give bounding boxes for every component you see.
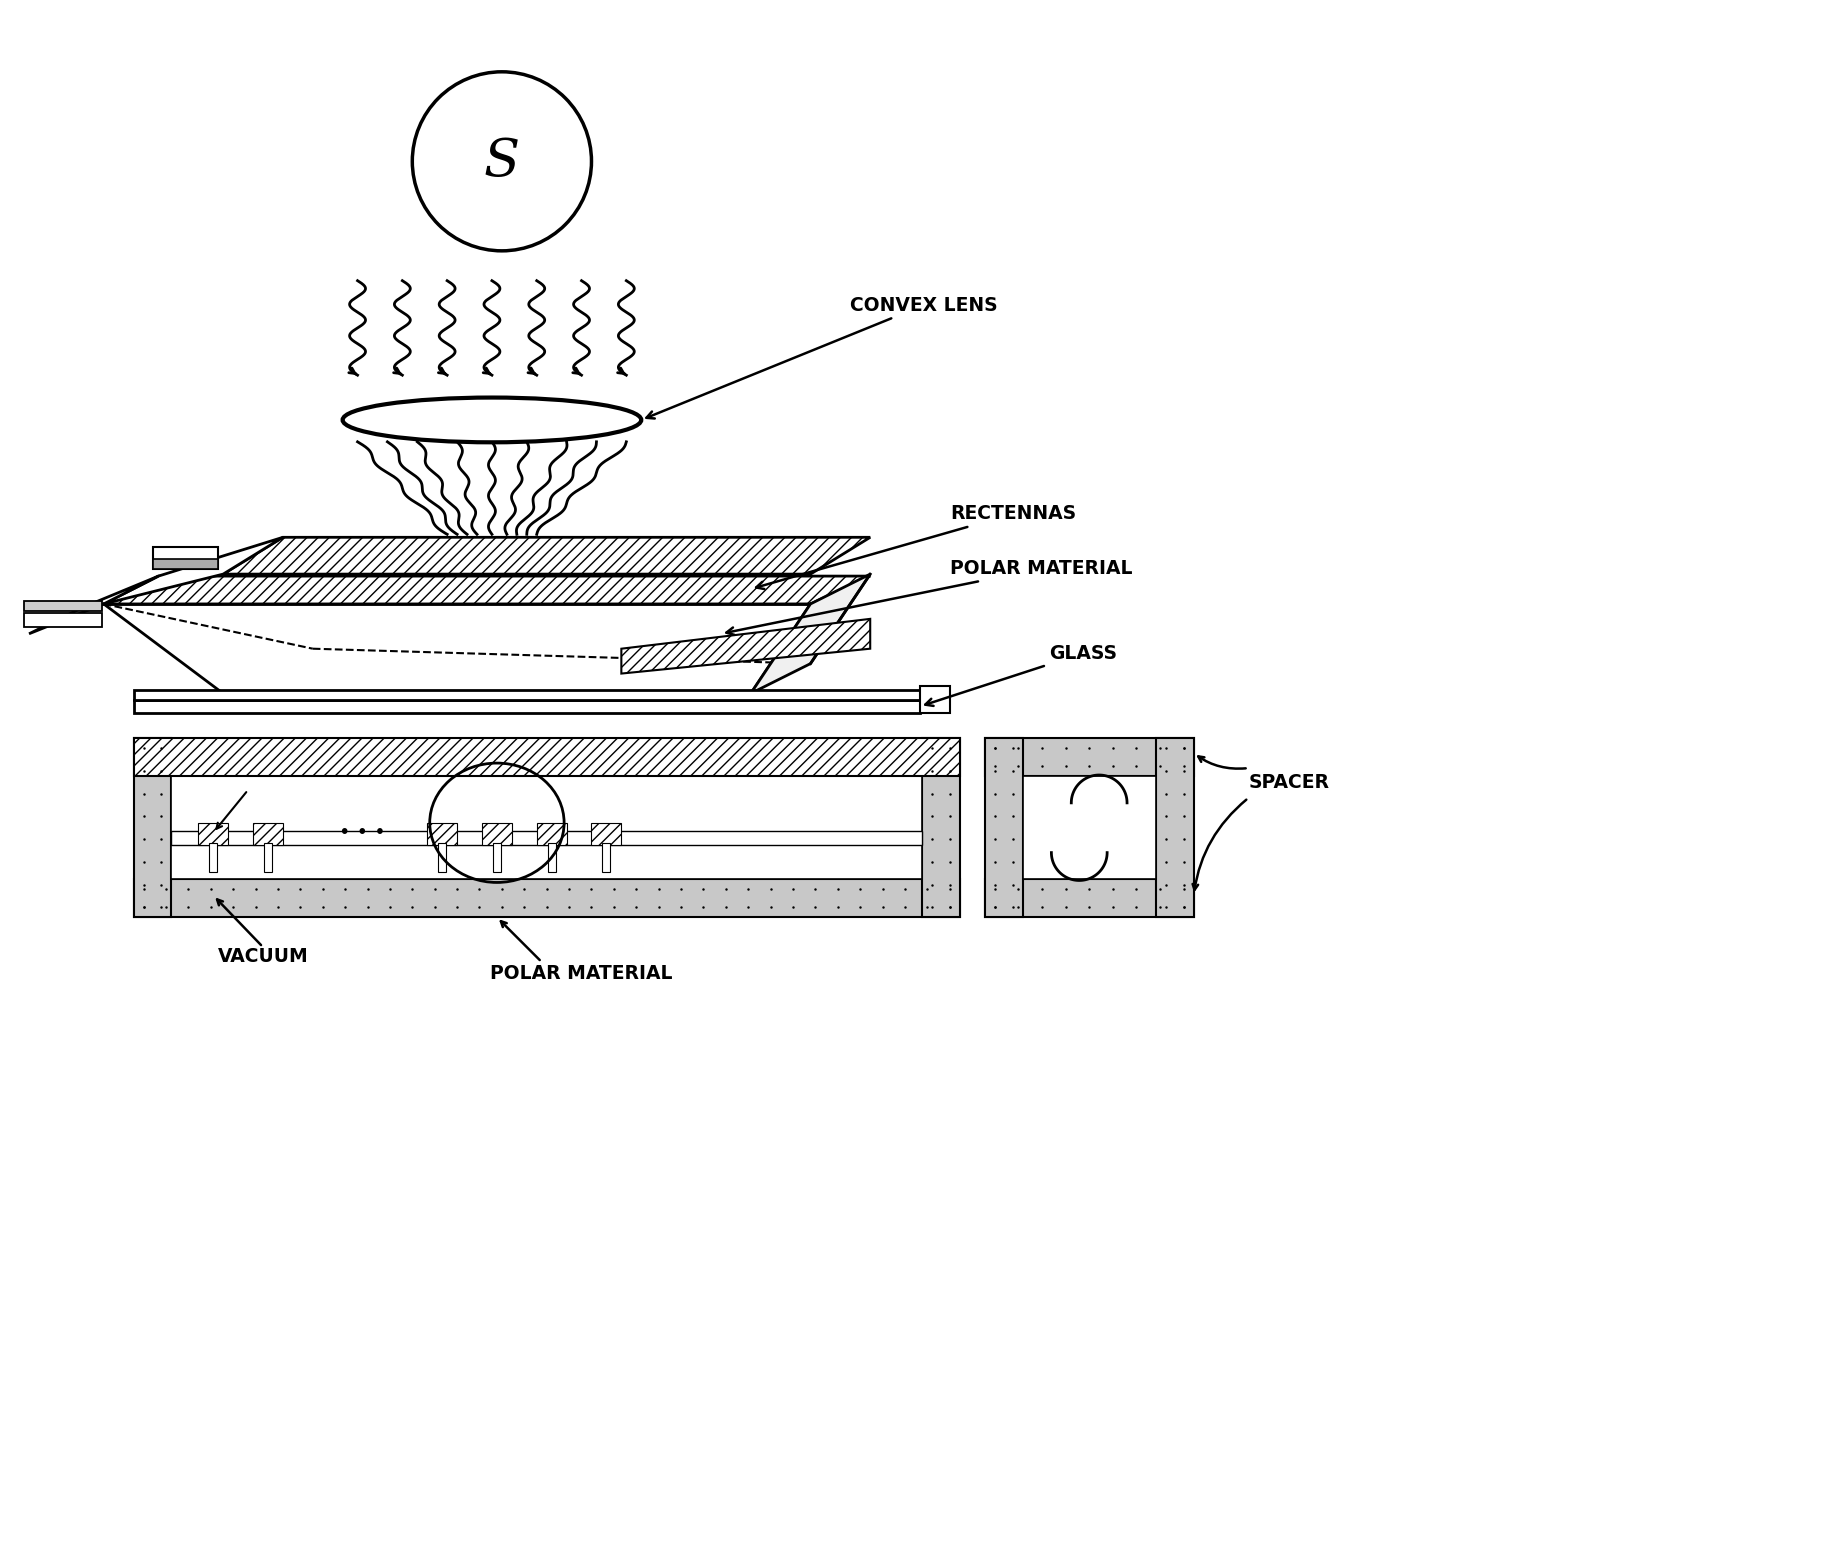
Bar — [253, 823, 282, 844]
Polygon shape — [622, 619, 869, 673]
Text: VACUUM: VACUUM — [218, 947, 308, 966]
Bar — [24, 601, 101, 611]
Bar — [537, 823, 567, 844]
Bar — [985, 738, 1023, 918]
Text: S: S — [484, 136, 521, 187]
Bar — [602, 843, 611, 872]
Polygon shape — [29, 576, 158, 634]
Text: • • •: • • • — [339, 823, 385, 843]
Text: RECTENNAS: RECTENNAS — [756, 505, 1077, 589]
Bar — [198, 823, 227, 844]
Bar — [1155, 738, 1194, 918]
Bar — [985, 879, 1194, 918]
Bar — [134, 738, 959, 776]
Bar — [921, 687, 950, 714]
Text: SPACER: SPACER — [1249, 773, 1330, 793]
Bar — [134, 690, 921, 701]
Bar — [134, 738, 171, 918]
Polygon shape — [105, 538, 282, 605]
Polygon shape — [224, 538, 869, 573]
Bar — [209, 843, 216, 872]
Bar — [154, 559, 218, 569]
Bar — [548, 843, 556, 872]
Polygon shape — [105, 576, 869, 605]
Text: POLAR MATERIAL: POLAR MATERIAL — [726, 559, 1132, 634]
Bar — [171, 776, 923, 879]
Bar — [134, 879, 959, 918]
Text: POLAR MATERIAL: POLAR MATERIAL — [490, 964, 673, 983]
Bar — [154, 547, 218, 569]
Bar — [985, 738, 1194, 776]
Bar — [592, 823, 622, 844]
Bar — [493, 843, 501, 872]
Bar — [438, 843, 446, 872]
Bar — [264, 843, 271, 872]
Bar — [134, 701, 921, 714]
Bar — [1023, 776, 1155, 879]
Text: GLASS: GLASS — [926, 643, 1117, 706]
Polygon shape — [750, 573, 869, 693]
Polygon shape — [105, 605, 811, 693]
Ellipse shape — [343, 397, 642, 442]
Bar — [923, 738, 959, 918]
Bar — [171, 830, 923, 844]
Bar — [427, 823, 457, 844]
Bar — [24, 612, 101, 626]
Text: CONVEX LENS: CONVEX LENS — [646, 296, 998, 419]
Circle shape — [413, 72, 592, 251]
Bar — [482, 823, 512, 844]
